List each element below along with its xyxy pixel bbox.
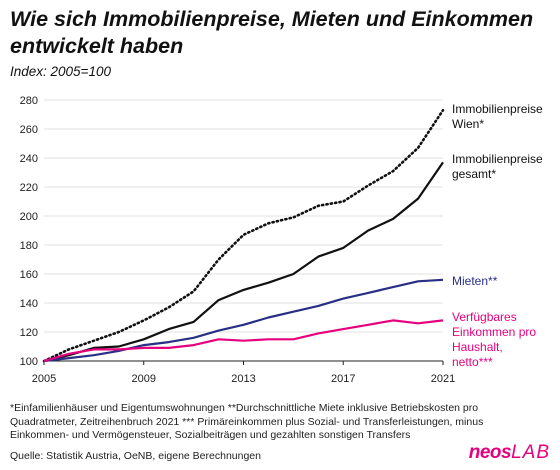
y-tick-label-180: 180 — [20, 240, 38, 252]
y-tick-label-260: 260 — [20, 124, 38, 136]
series-line-4 — [43, 319, 444, 363]
y-tick-label-120: 120 — [20, 327, 38, 339]
source-note: Quelle: Statistik Austria, OeNB, eigene … — [10, 450, 261, 462]
series-line-3 — [43, 278, 444, 363]
logo-part-lab: LAB — [511, 442, 550, 463]
neos-lab-logo: neosLAB — [469, 443, 550, 463]
y-tick-label-280: 280 — [20, 95, 38, 107]
y-tick-label-220: 220 — [20, 182, 38, 194]
chart-subtitle: Index: 2005=100 — [10, 64, 111, 79]
series-label-1-line-2: Wien* — [452, 117, 484, 131]
series-label-3-line-1: Mieten** — [452, 274, 498, 288]
y-tick-label-160: 160 — [20, 269, 38, 281]
series-label-2-line-1: Immobilienpreise — [452, 152, 543, 166]
series-label-4-line-2: Einkommen pro — [452, 325, 536, 339]
x-tick-label-2021: 2021 — [431, 373, 455, 385]
footnote: *Einfamilienhäuser und Eigentumswohnunge… — [10, 402, 484, 441]
y-tick-label-240: 240 — [20, 153, 38, 165]
series-label-4-line-3: Haushalt, — [452, 340, 503, 354]
series-label-4-line-4: netto*** — [452, 355, 493, 369]
series-label-2-line-2: gesamt* — [452, 167, 496, 181]
logo-part-neos: neos — [468, 442, 512, 463]
x-tick-label-2017: 2017 — [331, 373, 355, 385]
y-tick-label-100: 100 — [20, 356, 38, 368]
line-chart: 100 120 140 160 180 200 220 240 260 280 2005 2009 20… — [20, 95, 543, 385]
chart-title: Wie sich Immobilienpreise, Mieten und Ei… — [10, 7, 534, 58]
y-tick-label-200: 200 — [20, 211, 38, 223]
series-line-2 — [43, 161, 444, 363]
x-tick-label-2005: 2005 — [32, 373, 56, 385]
x-tick-label-2013: 2013 — [231, 373, 255, 385]
y-tick-label-140: 140 — [20, 298, 38, 310]
series-label-1-line-1: Immobilienpreise — [452, 102, 543, 116]
series-label-4-line-1: Verfügbares — [452, 310, 517, 324]
x-tick-label-2009: 2009 — [132, 373, 156, 385]
series-line-1 — [42, 108, 445, 363]
